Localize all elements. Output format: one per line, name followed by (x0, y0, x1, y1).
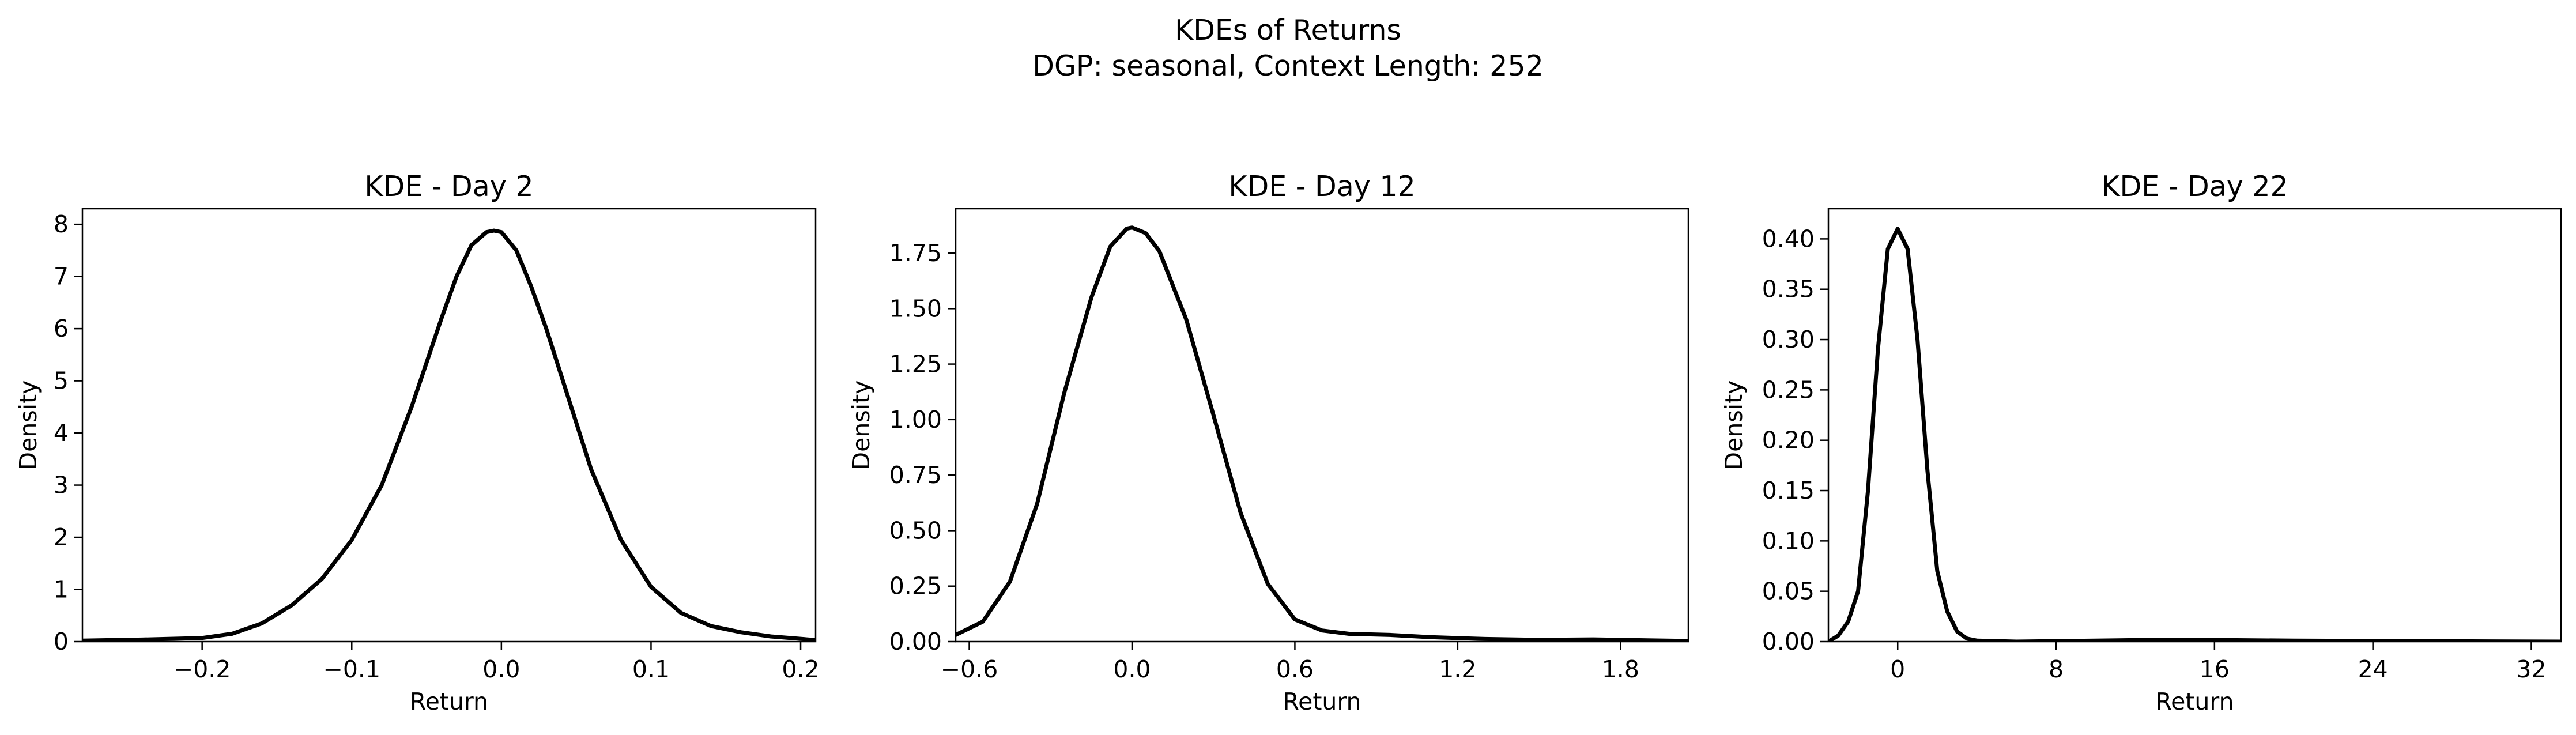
panel-title: KDE - Day 12 (1228, 170, 1415, 203)
y-tick-label: 0.25 (1762, 376, 1815, 404)
x-axis-label: Return (1283, 688, 1361, 715)
x-tick-label: 0 (1890, 655, 1905, 683)
y-tick-label: 1 (54, 576, 69, 604)
y-tick-label: 1.00 (889, 406, 942, 434)
y-tick-label: 2 (54, 523, 69, 551)
y-axis-label: Density (1720, 380, 1748, 470)
y-tick-label: 0.15 (1762, 477, 1815, 504)
y-tick-label: 0.75 (889, 461, 942, 489)
y-tick-label: 6 (54, 315, 69, 342)
panel-title: KDE - Day 22 (2101, 170, 2288, 203)
figure-title-line-2: DGP: seasonal, Context Length: 252 (1032, 50, 1544, 82)
x-tick-label: 0.2 (782, 655, 819, 683)
chart-panel-3: 0 8 16 24 32 0.00 0.05 0.10 0.15 0.20 0.25 0.30 0.35… (1720, 170, 2562, 715)
figure-title: KDEs of Returns DGP: seasonal, Context L… (0, 13, 2576, 84)
x-tick-label: 0.6 (1276, 655, 1314, 683)
axes-frame (1827, 208, 2562, 643)
y-axis-label: Density (847, 380, 875, 470)
x-tick-label: −0.1 (323, 655, 380, 683)
y-tick-label: 0.25 (889, 572, 942, 600)
chart-panel-1: −0.2 −0.1 0.0 0.1 0.2 0 1 2 3 4 5 6 7 8 KDE - Day 2 Ret… (14, 170, 820, 715)
y-tick-label: 0.00 (889, 628, 942, 655)
x-tick-label: 1.8 (1602, 655, 1639, 683)
y-tick-label: 3 (54, 472, 69, 499)
x-tick-label: 0.1 (632, 655, 670, 683)
x-axis-label: Return (410, 688, 488, 715)
y-tick-label: 1.75 (889, 239, 942, 267)
y-tick-label: 0.50 (889, 517, 942, 544)
x-tick-label: 8 (2049, 655, 2064, 683)
x-tick-label: 1.2 (1439, 655, 1476, 683)
y-tick-label: 7 (54, 263, 69, 291)
y-tick-label: 4 (54, 419, 69, 447)
x-axis-label: Return (2155, 688, 2234, 715)
x-tick-label: 32 (2516, 655, 2546, 683)
y-tick-label: 8 (54, 210, 69, 238)
y-tick-label: 0.20 (1762, 427, 1815, 454)
figure-title-line-1: KDEs of Returns (1175, 14, 1401, 47)
y-tick-label: 0.35 (1762, 276, 1815, 303)
y-tick-label: 0.40 (1762, 225, 1815, 252)
y-axis-label: Density (14, 380, 42, 470)
y-tick-label: 0.30 (1762, 326, 1815, 353)
y-tick-label: 5 (54, 367, 69, 395)
kde-line (956, 225, 1688, 642)
y-tick-label: 0.00 (1762, 628, 1815, 655)
panel-title: KDE - Day 2 (364, 170, 533, 203)
kde-line (82, 228, 816, 642)
x-tick-label: −0.2 (174, 655, 231, 683)
x-tick-label: 24 (2358, 655, 2388, 683)
axes-frame (81, 208, 817, 643)
axes-frame (955, 208, 1689, 643)
x-tick-label: 0.0 (482, 655, 520, 683)
y-tick-label: 1.50 (889, 295, 942, 322)
kde-line (1828, 227, 2561, 642)
y-tick-label: 0.10 (1762, 527, 1815, 555)
chart-panel-2: −0.6 0.0 0.6 1.2 1.8 0.00 0.25 0.50 0.75 1.00 1.25… (847, 170, 1689, 715)
x-tick-label: 0.0 (1113, 655, 1151, 683)
x-tick-label: 16 (2200, 655, 2230, 683)
x-tick-label: −0.6 (941, 655, 998, 683)
y-tick-label: 1.25 (889, 350, 942, 378)
y-tick-label: 0.05 (1762, 578, 1815, 605)
y-tick-label: 0 (54, 628, 69, 655)
